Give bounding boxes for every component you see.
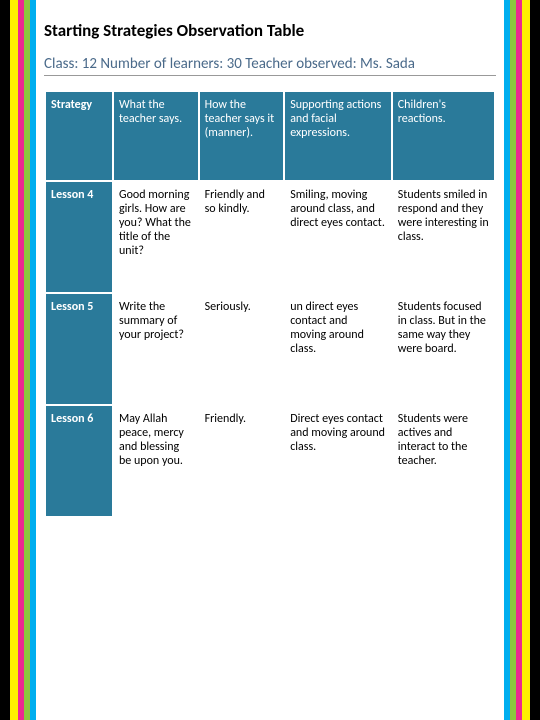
table-header-row: Strategy What the teacher says. How the … — [46, 92, 494, 180]
cell: un direct eyes contact and moving around… — [285, 294, 391, 404]
col-header: How the teacher says it (manner). — [200, 92, 284, 180]
cell: Write the summary of your project? — [114, 294, 198, 404]
cell: Direct eyes contact and moving around cl… — [285, 406, 391, 516]
observation-table: Strategy What the teacher says. How the … — [44, 90, 496, 518]
decor-stripe — [504, 0, 510, 720]
cell: Students were actives and interact to th… — [393, 406, 494, 516]
decor-stripe — [10, 0, 18, 720]
row-label: Lesson 6 — [46, 406, 112, 516]
row-label: Lesson 5 — [46, 294, 112, 404]
cell: Good morning girls. How are you? What th… — [114, 182, 198, 292]
page-subtitle: Class: 12 Number of learners: 30 Teacher… — [44, 55, 496, 76]
row-label: Lesson 4 — [46, 182, 112, 292]
col-header: Children's reactions. — [393, 92, 494, 180]
table-row: Lesson 5 Write the summary of your proje… — [46, 294, 494, 404]
decor-stripe — [0, 0, 10, 720]
decor-stripe — [510, 0, 516, 720]
cell: Friendly. — [200, 406, 284, 516]
cell: Friendly and so kindly. — [200, 182, 284, 292]
col-header: Supporting actions and facial expression… — [285, 92, 391, 180]
table-row: Lesson 4 Good morning girls. How are you… — [46, 182, 494, 292]
cell: Smiling, moving around class, and direct… — [285, 182, 391, 292]
content-area: Starting Strategies Observation Table Cl… — [44, 20, 496, 518]
decor-stripe — [30, 0, 36, 720]
col-header: Strategy — [46, 92, 112, 180]
table-row: Lesson 6 May Allah peace, mercy and bles… — [46, 406, 494, 516]
decor-stripe — [530, 0, 540, 720]
decor-stripe — [516, 0, 522, 720]
cell: May Allah peace, mercy and blessing be u… — [114, 406, 198, 516]
cell: Seriously. — [200, 294, 284, 404]
decor-stripe — [522, 0, 530, 720]
page-title: Starting Strategies Observation Table — [44, 20, 496, 41]
cell: Students focused in class. But in the sa… — [393, 294, 494, 404]
cell: Students smiled in respond and they were… — [393, 182, 494, 292]
col-header: What the teacher says. — [114, 92, 198, 180]
